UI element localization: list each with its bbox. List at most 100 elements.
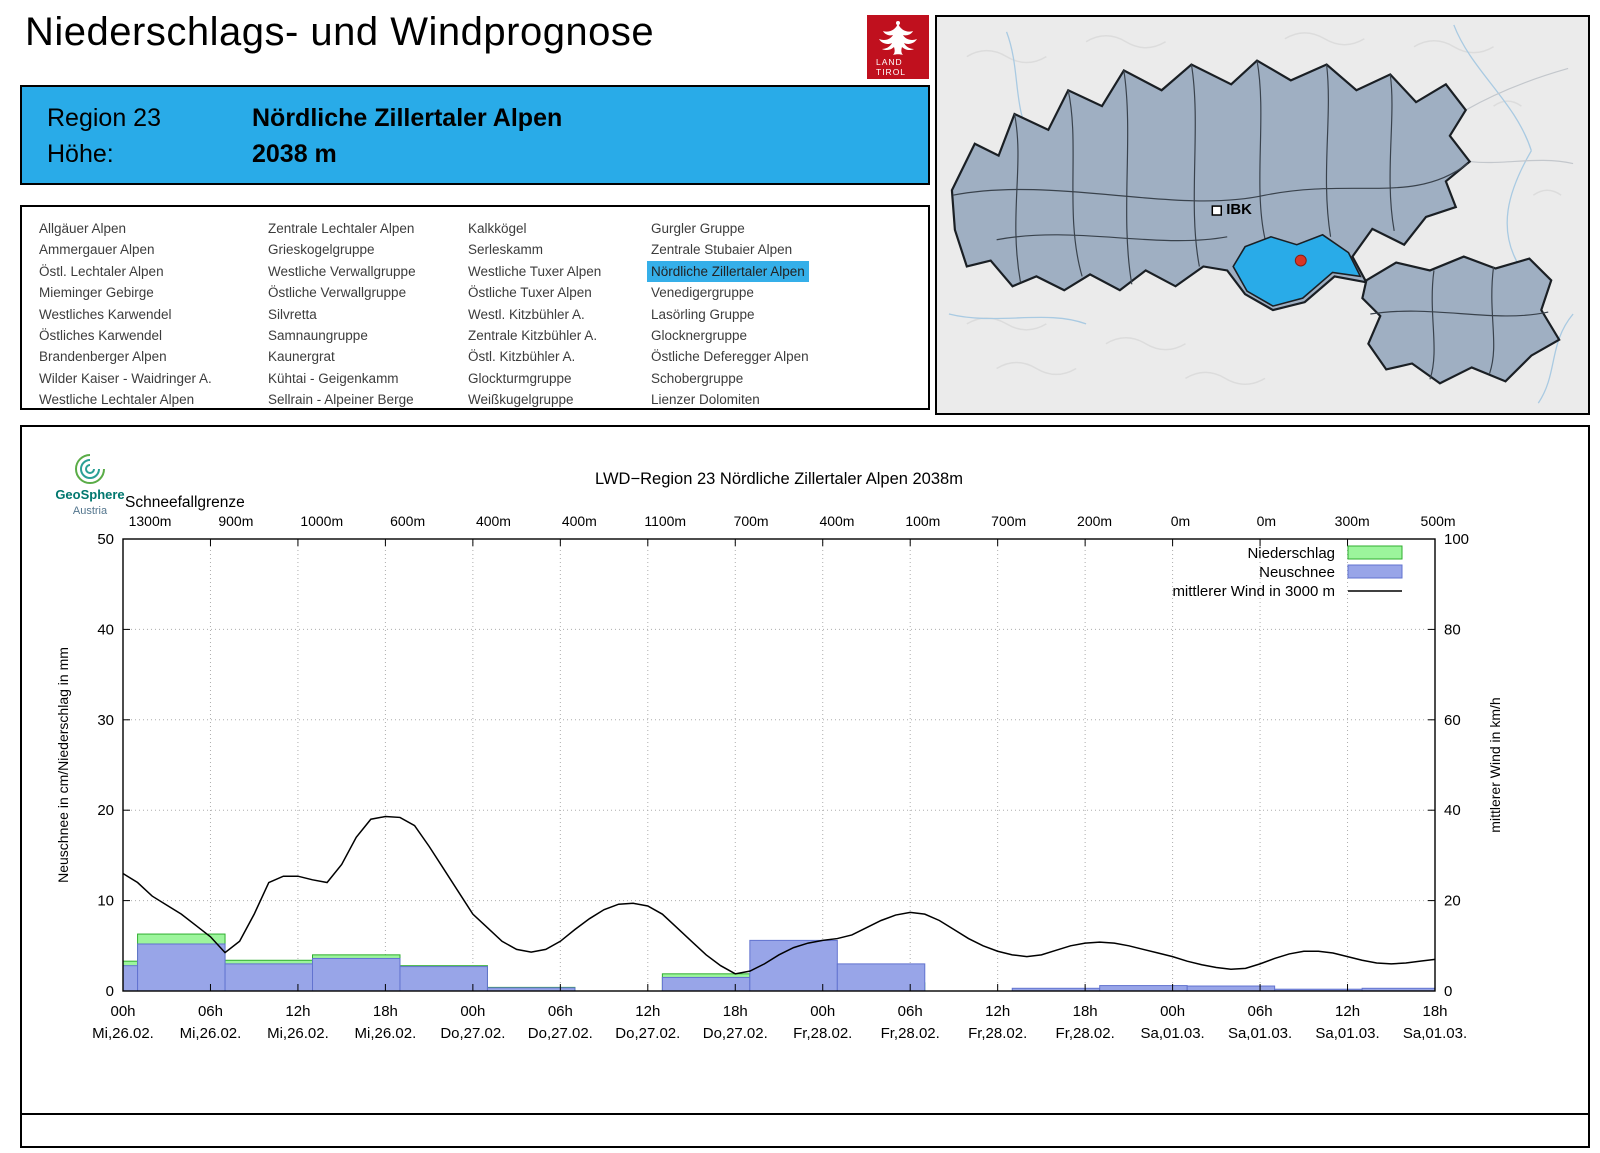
region-list-item[interactable]: Westliche Verwallgruppe — [268, 263, 416, 279]
neuschnee-bar — [749, 939, 838, 992]
forecast-chart-panel: 00h Mi,26.02. 06h Mi,26.02. 12h Mi,26.02. 18h M… — [20, 425, 1590, 1148]
region-column: Allgäuer Alpen Ammergauer Alpen Östl. Lech… — [35, 218, 264, 408]
y-right-axis-label: mittlerer Wind in km/h — [1487, 697, 1503, 832]
x-tick-hour: 18h — [723, 1003, 748, 1020]
x-tick-date: Do,27.02. — [703, 1025, 768, 1042]
y-right-tick-label: 100 — [1444, 531, 1469, 548]
snowline-value: 0m — [1171, 513, 1190, 529]
region-list-item[interactable]: Venedigergruppe — [651, 285, 754, 301]
region-list-item[interactable]: Glocknergruppe — [651, 328, 748, 344]
region-list-item[interactable]: Westliches Karwendel — [39, 306, 172, 322]
region-list-item[interactable]: Zentrale Lechtaler Alpen — [268, 221, 415, 236]
x-tick-hour: 06h — [548, 1003, 573, 1020]
x-tick-hour: 12h — [985, 1003, 1010, 1020]
region-list-item[interactable]: Kalkkögel — [468, 221, 527, 236]
region-list-item[interactable]: Gurgler Gruppe — [651, 221, 745, 236]
neuschnee-bar — [661, 976, 751, 992]
x-tick-date: Fr,28.02. — [881, 1025, 940, 1042]
region-list-item[interactable]: Westliche Tuxer Alpen — [468, 263, 602, 279]
snowline-value: 1100m — [644, 513, 686, 529]
river-lines — [948, 24, 1574, 404]
y-left-tick-label: 40 — [97, 621, 114, 638]
region-list-item[interactable]: Ammergauer Alpen — [39, 242, 155, 258]
altitude-label: Höhe: — [47, 140, 114, 168]
y-right-tick-label: 0 — [1444, 983, 1452, 1000]
region-list-item[interactable]: Glockturmgruppe — [468, 370, 572, 386]
region-header: Region 23 Nördliche Zillertaler Alpen Hö… — [20, 85, 930, 185]
neuschnee-bar — [1099, 985, 1188, 992]
region-list-item[interactable]: Östliche Deferegger Alpen — [651, 349, 809, 365]
geosphere-sub: Austria — [73, 505, 108, 517]
x-tick-hour: 18h — [373, 1003, 398, 1020]
legend-neuschnee-swatch — [1347, 564, 1403, 579]
region-list-item[interactable]: Weißkugelgruppe — [468, 392, 574, 408]
snowline-value: 400m — [819, 513, 854, 529]
x-tick-date: Fr,28.02. — [793, 1025, 852, 1042]
x-tick-date: Do,27.02. — [615, 1025, 680, 1042]
selected-region-highlight[interactable] — [1232, 233, 1362, 307]
region-list-item[interactable]: Mieminger Gebirge — [39, 285, 154, 301]
region-list-item[interactable]: Wilder Kaiser - Waidringer A. — [39, 370, 212, 386]
neuschnee-bar — [224, 963, 314, 992]
x-tick-hour: 06h — [198, 1003, 223, 1020]
x-tick-hour: 00h — [810, 1003, 835, 1020]
tirol-map: IBK — [935, 15, 1590, 415]
y-right-tick-label: 20 — [1444, 893, 1461, 910]
region-list-item[interactable]: Silvretta — [268, 306, 317, 322]
chart-title: LWD−Region 23 Nördliche Zillertaler Alpe… — [595, 470, 963, 488]
region-list-item[interactable]: Westl. Kitzbühler A. — [468, 306, 585, 322]
logo-tirol-label: TIROL — [876, 67, 906, 77]
innsbruck-label: IBK — [1226, 202, 1252, 218]
snowline-value: 500m — [1421, 513, 1456, 529]
x-tick-hour: 00h — [460, 1003, 485, 1020]
legend-niederschlag-swatch — [1347, 545, 1403, 560]
y-left-tick-label: 20 — [97, 802, 114, 819]
innsbruck-marker — [1211, 205, 1222, 216]
neuschnee-bar — [122, 965, 139, 992]
region-list-item[interactable]: Östliche Verwallgruppe — [268, 285, 407, 301]
snowline-value: 400m — [476, 513, 511, 529]
plot-frame — [122, 538, 1436, 992]
x-tick-date: Sa,01.03. — [1403, 1025, 1467, 1042]
tirol-eagle-icon — [879, 21, 917, 55]
neuschnee-bar — [137, 943, 226, 992]
subregion-borders — [952, 60, 1549, 380]
region-list-item[interactable]: Östl. Lechtaler Alpen — [39, 263, 164, 279]
region-list-item[interactable]: Zentrale Kitzbühler A. — [468, 328, 598, 344]
x-tick-date: Mi,26.02. — [92, 1025, 154, 1042]
region-list-item[interactable]: Lasörling Gruppe — [651, 306, 755, 322]
region-number-label: Region 23 — [47, 104, 161, 132]
forecast-chart: 00h Mi,26.02. 06h Mi,26.02. 12h Mi,26.02. 18h M… — [55, 454, 1503, 1042]
geosphere-spiral-icon — [80, 459, 100, 479]
region-list-item[interactable]: Allgäuer Alpen — [39, 221, 127, 236]
region-column: Gurgler Gruppe Zentrale Stubaier Alpen Nör… — [647, 218, 928, 408]
x-tick-hour: 12h — [285, 1003, 310, 1020]
region-list-item[interactable]: Kaunergrat — [268, 349, 335, 365]
region-list: Allgäuer Alpen Ammergauer Alpen Östl. Lech… — [20, 205, 930, 410]
region-list-item[interactable]: Westliche Lechtaler Alpen — [39, 392, 195, 408]
snowline-value: 1300m — [129, 513, 172, 529]
region-list-item[interactable]: Samnaungruppe — [268, 328, 368, 344]
land-tirol-logo: LAND TIROL — [867, 15, 929, 79]
x-tick-date: Mi,26.02. — [267, 1025, 329, 1042]
region-list-item[interactable]: Östl. Kitzbühler A. — [468, 349, 576, 365]
region-list-item[interactable]: Brandenberger Alpen — [39, 349, 167, 365]
region-list-item[interactable]: Grieskogelgruppe — [268, 242, 375, 258]
geosphere-spiral-icon — [85, 464, 95, 474]
legend-neuschnee-label: Neuschnee — [1259, 564, 1335, 581]
region-list-item[interactable]: Kühtai - Geigenkamm — [268, 370, 399, 386]
region-list-item[interactable]: Östliche Tuxer Alpen — [468, 285, 592, 301]
region-list-item[interactable]: Schobergruppe — [651, 370, 744, 386]
region-list-item[interactable]: Lienzer Dolomiten — [651, 392, 760, 408]
neighbour-borders — [1465, 67, 1574, 165]
snowline-value: 1000m — [300, 513, 343, 529]
region-list-item[interactable]: Zentrale Stubaier Alpen — [651, 242, 793, 258]
region-list-item[interactable]: Serleskamm — [468, 242, 544, 258]
x-tick-hour: 06h — [1248, 1003, 1273, 1020]
region-list-item[interactable]: Östliches Karwendel — [39, 328, 163, 344]
region-list-item[interactable]: Nördliche Zillertaler Alpen — [647, 260, 809, 283]
x-tick-date: Fr,28.02. — [968, 1025, 1027, 1042]
x-tick-hour: 12h — [1335, 1003, 1360, 1020]
east-tirol-region — [1361, 255, 1561, 385]
region-list-item[interactable]: Sellrain - Alpeiner Berge — [268, 392, 414, 408]
